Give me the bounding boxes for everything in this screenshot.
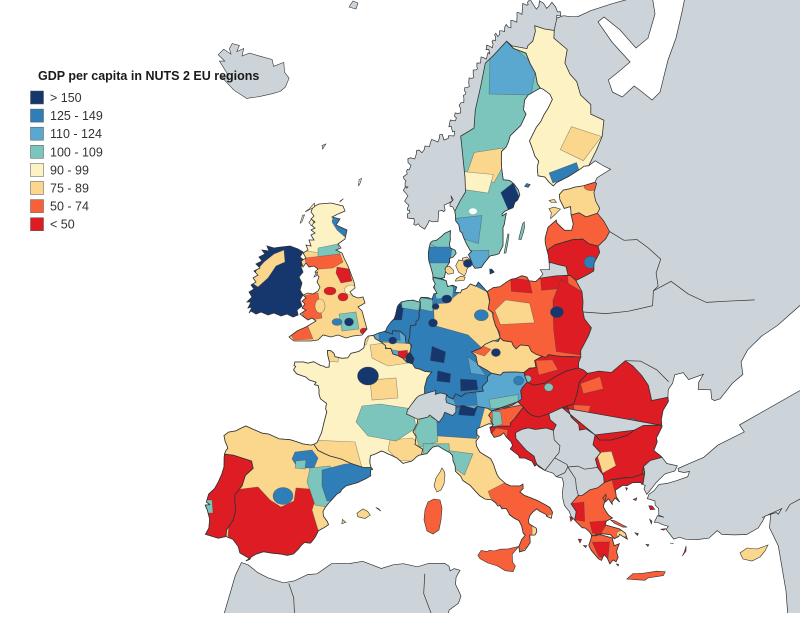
svg-text:100 - 109: 100 - 109: [50, 145, 103, 159]
svg-text:GDP per capita in NUTS 2 EU re: GDP per capita in NUTS 2 EU regions: [38, 69, 259, 83]
svg-text:> 150: > 150: [50, 91, 82, 105]
svg-text:50 - 74: 50 - 74: [50, 200, 89, 214]
svg-text:< 50: < 50: [50, 218, 75, 232]
svg-text:75 - 89: 75 - 89: [50, 182, 89, 196]
svg-text:110 - 124: 110 - 124: [50, 127, 102, 141]
svg-text:90 - 99: 90 - 99: [50, 163, 89, 177]
svg-text:125 - 149: 125 - 149: [50, 109, 103, 123]
